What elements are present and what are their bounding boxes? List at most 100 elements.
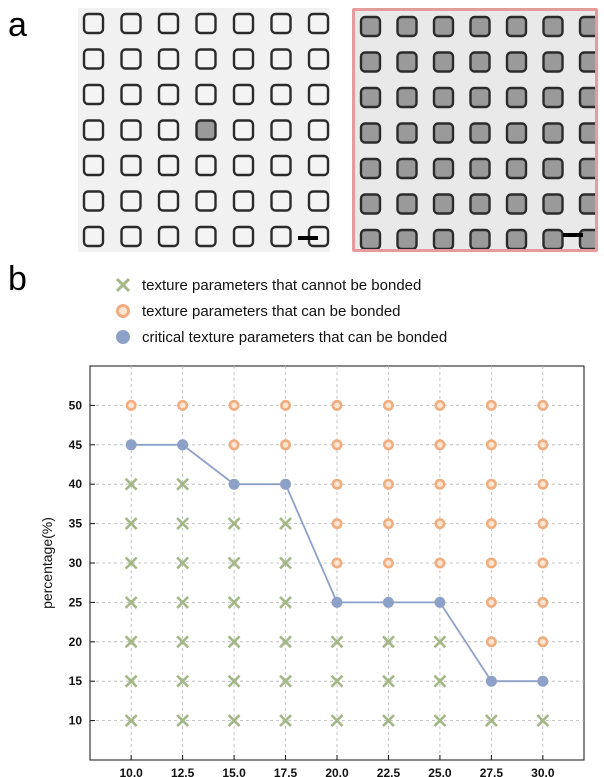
filled-cell: [542, 228, 564, 249]
can-bond-point: [485, 518, 497, 530]
empty-cell: [195, 48, 217, 70]
scale-bar: [563, 233, 583, 237]
can-bond-point: [331, 478, 343, 490]
can-bond-point: [537, 399, 549, 411]
can-bond-point: [434, 557, 446, 569]
cannot-bond-point: [124, 477, 138, 491]
empty-cell: [232, 190, 255, 212]
filled-cell: [359, 86, 382, 109]
cannot-bond-point: [124, 556, 138, 570]
empty-cell: [195, 83, 217, 106]
empty-cell: [307, 12, 330, 35]
empty-cell: [195, 190, 217, 212]
critical-point: [125, 439, 137, 451]
cannot-bond-point: [227, 714, 241, 728]
can-bond-point: [537, 557, 549, 569]
y-tick-label: 25: [69, 595, 83, 609]
cannot-bond-point: [227, 556, 241, 570]
filled-cell: [432, 157, 455, 180]
filled-cell: [578, 157, 595, 180]
filled-cell: [578, 122, 595, 144]
y-tick-label: 35: [69, 517, 83, 531]
critical-point: [382, 596, 394, 608]
can-bond-point: [125, 399, 137, 411]
cannot-bond-point: [382, 674, 395, 688]
empty-cell: [307, 83, 330, 106]
filled-cell: [578, 51, 595, 73]
cannot-bond-point: [433, 635, 447, 649]
cannot-bond-point: [433, 674, 447, 688]
x-tick-label: 27.5: [480, 766, 504, 777]
empty-cell: [232, 119, 255, 141]
data-marks: [124, 399, 550, 728]
y-tick-label: 10: [69, 714, 83, 728]
x-tick-label: 22.5: [377, 766, 401, 777]
can-bond-point: [485, 636, 497, 648]
empty-cell: [307, 119, 330, 141]
empty-cell: [157, 190, 180, 212]
filled-cell: [469, 122, 491, 144]
filled-cell: [195, 119, 217, 141]
cannot-bond-point: [536, 714, 550, 728]
filled-cell: [542, 122, 564, 144]
filled-cell: [359, 157, 382, 180]
empty-cell: [120, 83, 142, 106]
cannot-bond-point: [124, 714, 138, 728]
can-bond-point: [382, 478, 394, 490]
empty-cell: [270, 154, 292, 177]
filled-cell: [396, 51, 418, 73]
filled-cell: [396, 157, 418, 180]
can-bond-point: [537, 636, 549, 648]
empty-cell: [232, 48, 255, 70]
critical-point: [434, 596, 446, 608]
cannot-bond-point: [227, 674, 241, 688]
micrograph-left: [78, 8, 330, 252]
can-bond-point: [537, 439, 549, 451]
open-circle-icon: [116, 304, 130, 318]
empty-cell: [120, 190, 142, 212]
filled-cell: [469, 86, 491, 109]
can-bond-point: [537, 478, 549, 490]
y-axis-label: percentage(%): [39, 517, 55, 609]
empty-cell: [270, 12, 292, 35]
cannot-bond-point: [176, 635, 190, 649]
empty-cell: [195, 154, 217, 177]
empty-cell: [120, 119, 142, 141]
bonding-chart: 10.0 12.5 15.0 17.5 20.0 22.5 25.0 27.5 30.0 10 15…: [39, 365, 585, 777]
empty-cell: [82, 154, 105, 177]
can-bond-point: [280, 399, 292, 411]
y-tick-label: 30: [69, 556, 83, 570]
filled-cell: [359, 122, 382, 144]
can-bond-point: [280, 439, 292, 451]
empty-cell: [307, 190, 330, 212]
can-bond-point: [382, 399, 394, 411]
filled-cell: [505, 228, 528, 249]
critical-point: [485, 675, 497, 687]
cannot-bond-point: [382, 714, 395, 728]
cannot-bond-point: [484, 714, 498, 728]
filled-cell: [505, 193, 528, 215]
cannot-bond-point: [176, 556, 190, 570]
can-bond-point: [331, 439, 343, 451]
micrograph-right: [352, 8, 598, 252]
cannot-bond-point: [330, 635, 344, 649]
filled-cell: [359, 193, 382, 215]
empty-cell: [157, 154, 180, 177]
cannot-bond-point: [176, 595, 190, 609]
filled-cell: [396, 228, 418, 249]
empty-cell: [120, 12, 142, 35]
empty-cell: [232, 12, 255, 35]
can-bond-point: [228, 439, 240, 451]
panel-label-a: a: [8, 6, 27, 44]
filled-cell: [542, 193, 564, 215]
filled-cell: [432, 228, 455, 249]
can-bond-point: [434, 478, 446, 490]
empty-cell: [82, 12, 105, 35]
empty-cell: [157, 12, 180, 35]
panel-label-b: b: [8, 260, 27, 298]
filled-cell: [432, 15, 455, 38]
can-bond-point: [382, 439, 394, 451]
legend-label-critical: critical texture parameters that can be …: [142, 328, 448, 346]
can-bond-point: [331, 557, 343, 569]
filled-cell: [469, 15, 491, 38]
